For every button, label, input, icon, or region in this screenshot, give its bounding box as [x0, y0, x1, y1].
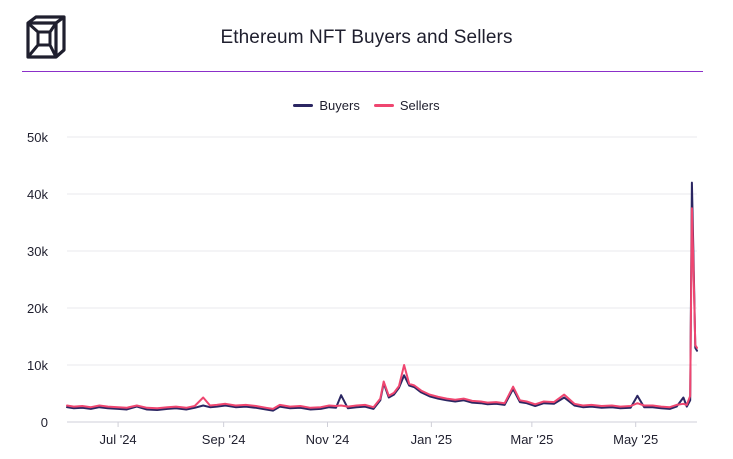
y-tick-label: 0	[41, 415, 48, 430]
chart-title: Ethereum NFT Buyers and Sellers	[220, 27, 513, 48]
series-line-sellers	[66, 207, 698, 410]
x-tick-label: May '25	[613, 432, 658, 447]
chart-header: Ethereum NFT Buyers and Sellers	[0, 0, 733, 72]
chart-legend: Buyers Sellers	[0, 98, 733, 113]
x-tick-label: Mar '25	[510, 432, 553, 447]
x-tick-label: Jan '25	[411, 432, 453, 447]
legend-swatch-sellers	[373, 104, 394, 107]
cube-icon	[26, 15, 66, 59]
y-tick-label: 30k	[27, 244, 48, 259]
legend-label-buyers: Buyers	[319, 98, 360, 113]
legend-item-sellers[interactable]: Sellers	[373, 98, 440, 113]
y-tick-label: 50k	[27, 130, 48, 145]
legend-label-sellers: Sellers	[399, 98, 440, 113]
header-divider	[22, 71, 703, 72]
y-tick-label: 20k	[27, 301, 48, 316]
y-tick-label: 10k	[27, 358, 48, 373]
y-tick-label: 40k	[27, 187, 48, 202]
x-tick-label: Sep '24	[202, 432, 246, 447]
legend-item-buyers[interactable]: Buyers	[293, 98, 360, 113]
x-tick-label: Jul '24	[99, 432, 136, 447]
x-tick-label: Nov '24	[306, 432, 350, 447]
legend-swatch-buyers	[293, 104, 314, 107]
series-line-buyers	[66, 181, 698, 412]
